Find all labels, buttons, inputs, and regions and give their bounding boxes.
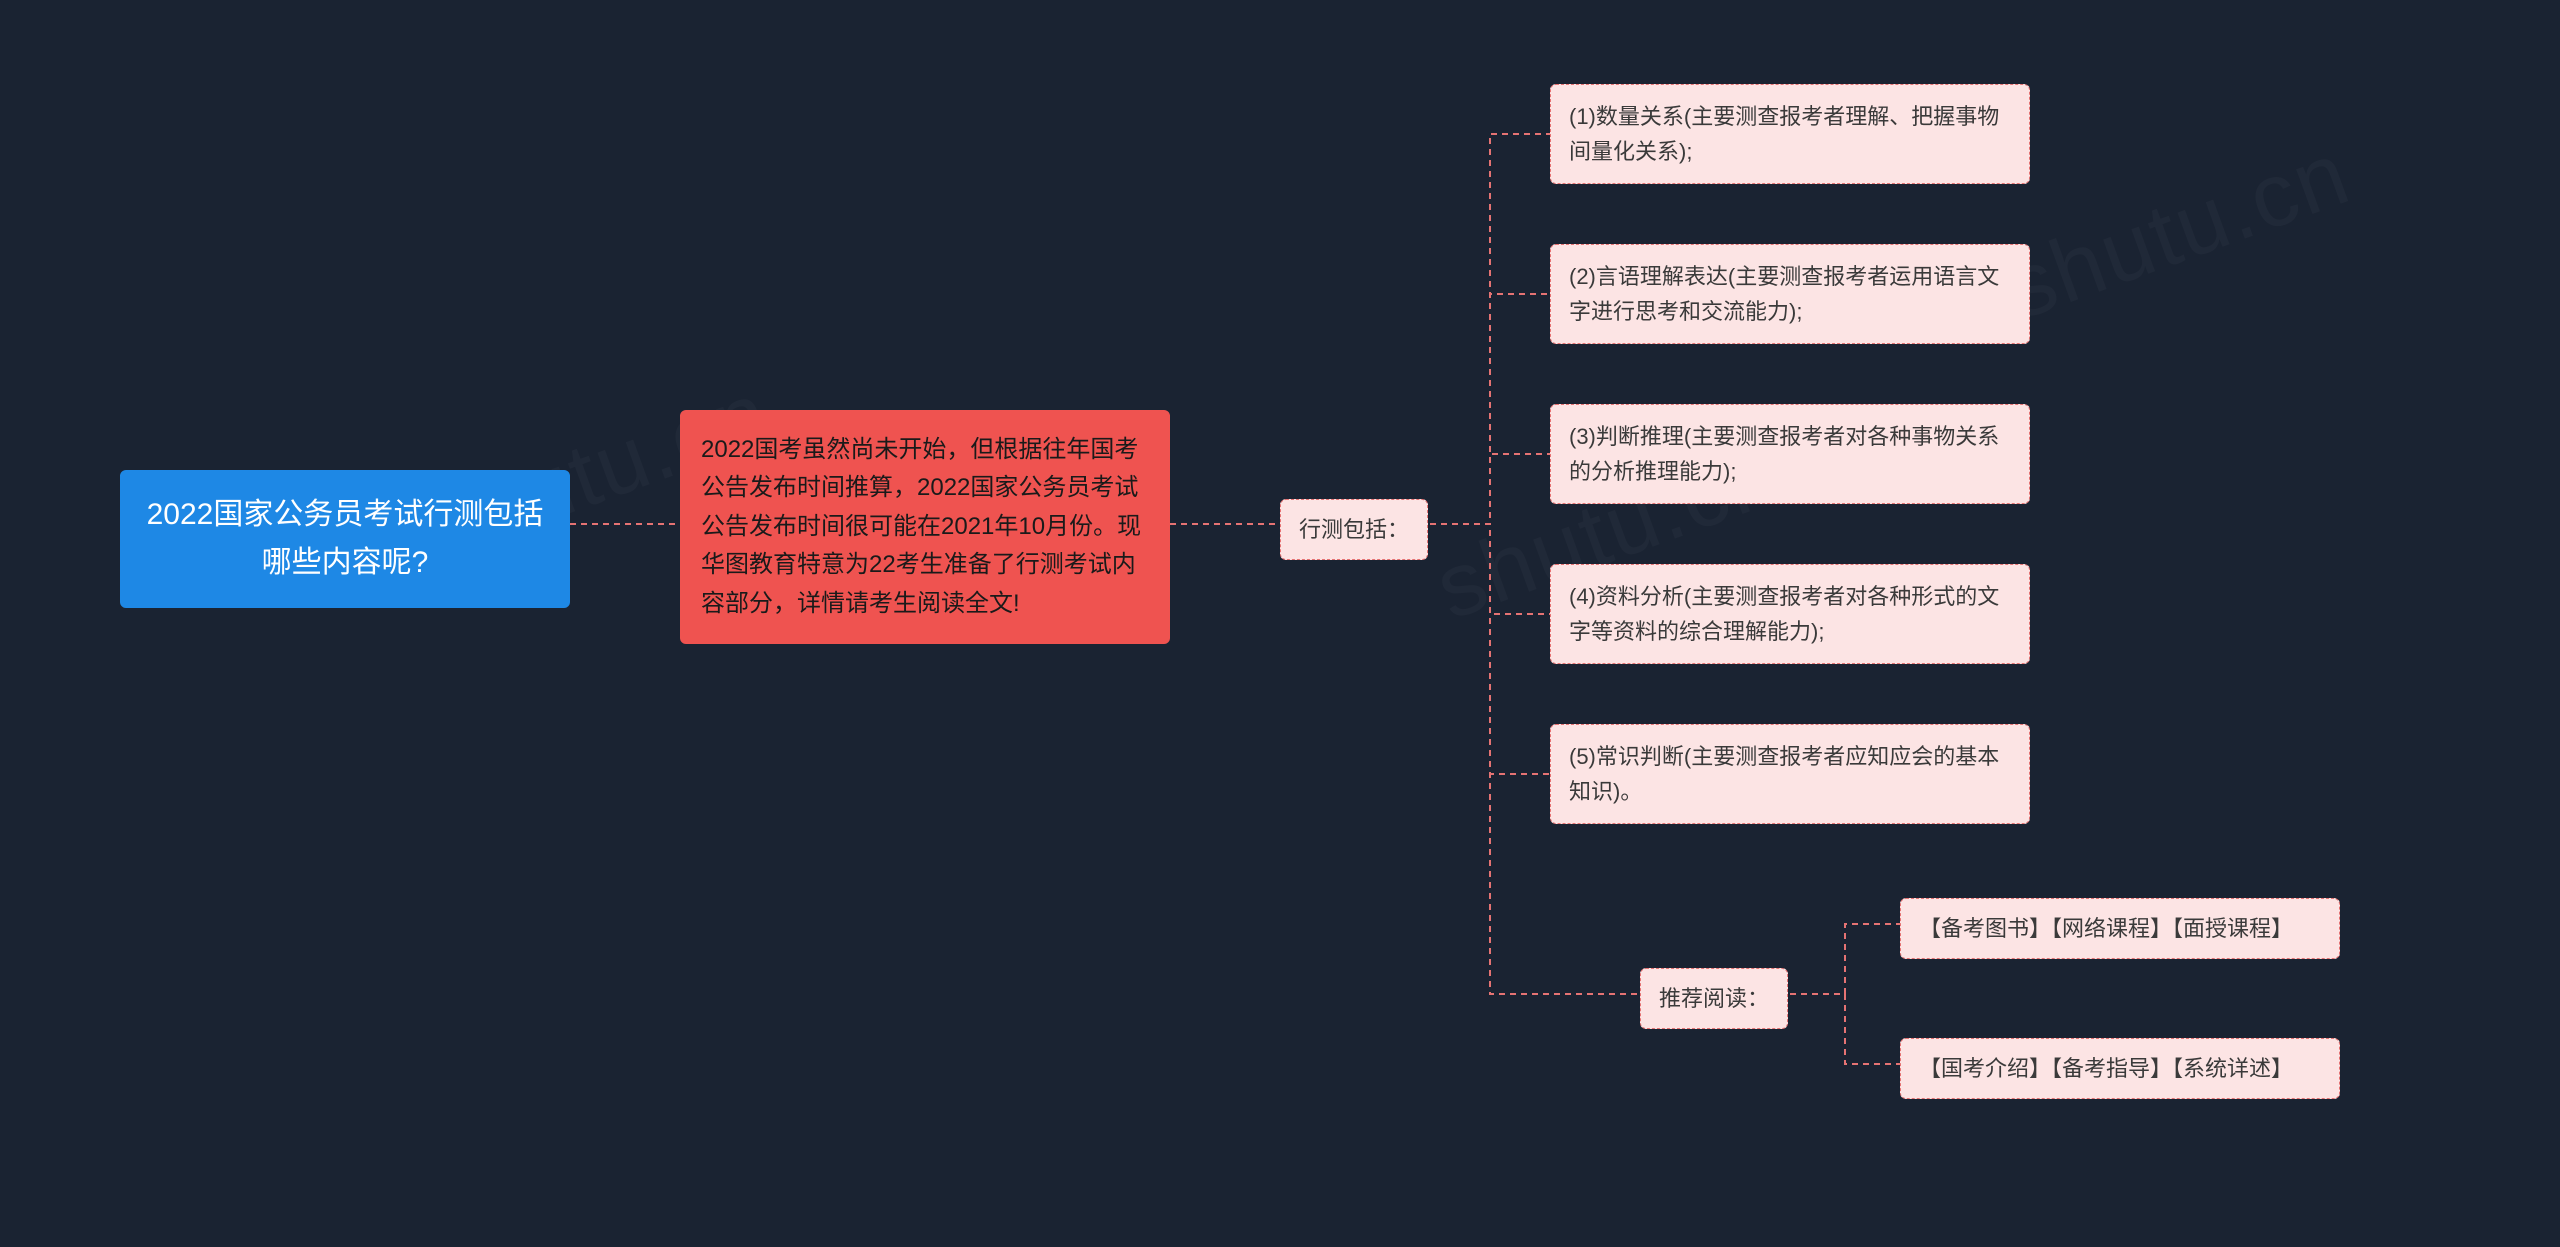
recommend-leaf: 【备考图书】【网络课程】【面授课程】 <box>1900 898 2340 959</box>
description-node: 2022国考虽然尚未开始，但根据往年国考公告发布时间推算，2022国家公务员考试… <box>680 410 1170 644</box>
leaf-node: (2)言语理解表达(主要测查报考者运用语言文字进行思考和交流能力); <box>1550 244 2030 344</box>
leaf-node: (1)数量关系(主要测查报考者理解、把握事物间量化关系); <box>1550 84 2030 184</box>
branch-node: 行测包括： <box>1280 499 1428 560</box>
leaf-node: (4)资料分析(主要测查报考者对各种形式的文字等资料的综合理解能力); <box>1550 564 2030 664</box>
recommend-leaf: 【国考介绍】【备考指导】【系统详述】 <box>1900 1038 2340 1099</box>
recommend-node: 推荐阅读： <box>1640 968 1788 1029</box>
watermark: shutu.cn <box>1993 122 2363 341</box>
leaf-node: (3)判断推理(主要测查报考者对各种事物关系的分析推理能力); <box>1550 404 2030 504</box>
leaf-node: (5)常识判断(主要测查报考者应知应会的基本知识)。 <box>1550 724 2030 824</box>
root-node: 2022国家公务员考试行测包括哪些内容呢? <box>120 470 570 608</box>
